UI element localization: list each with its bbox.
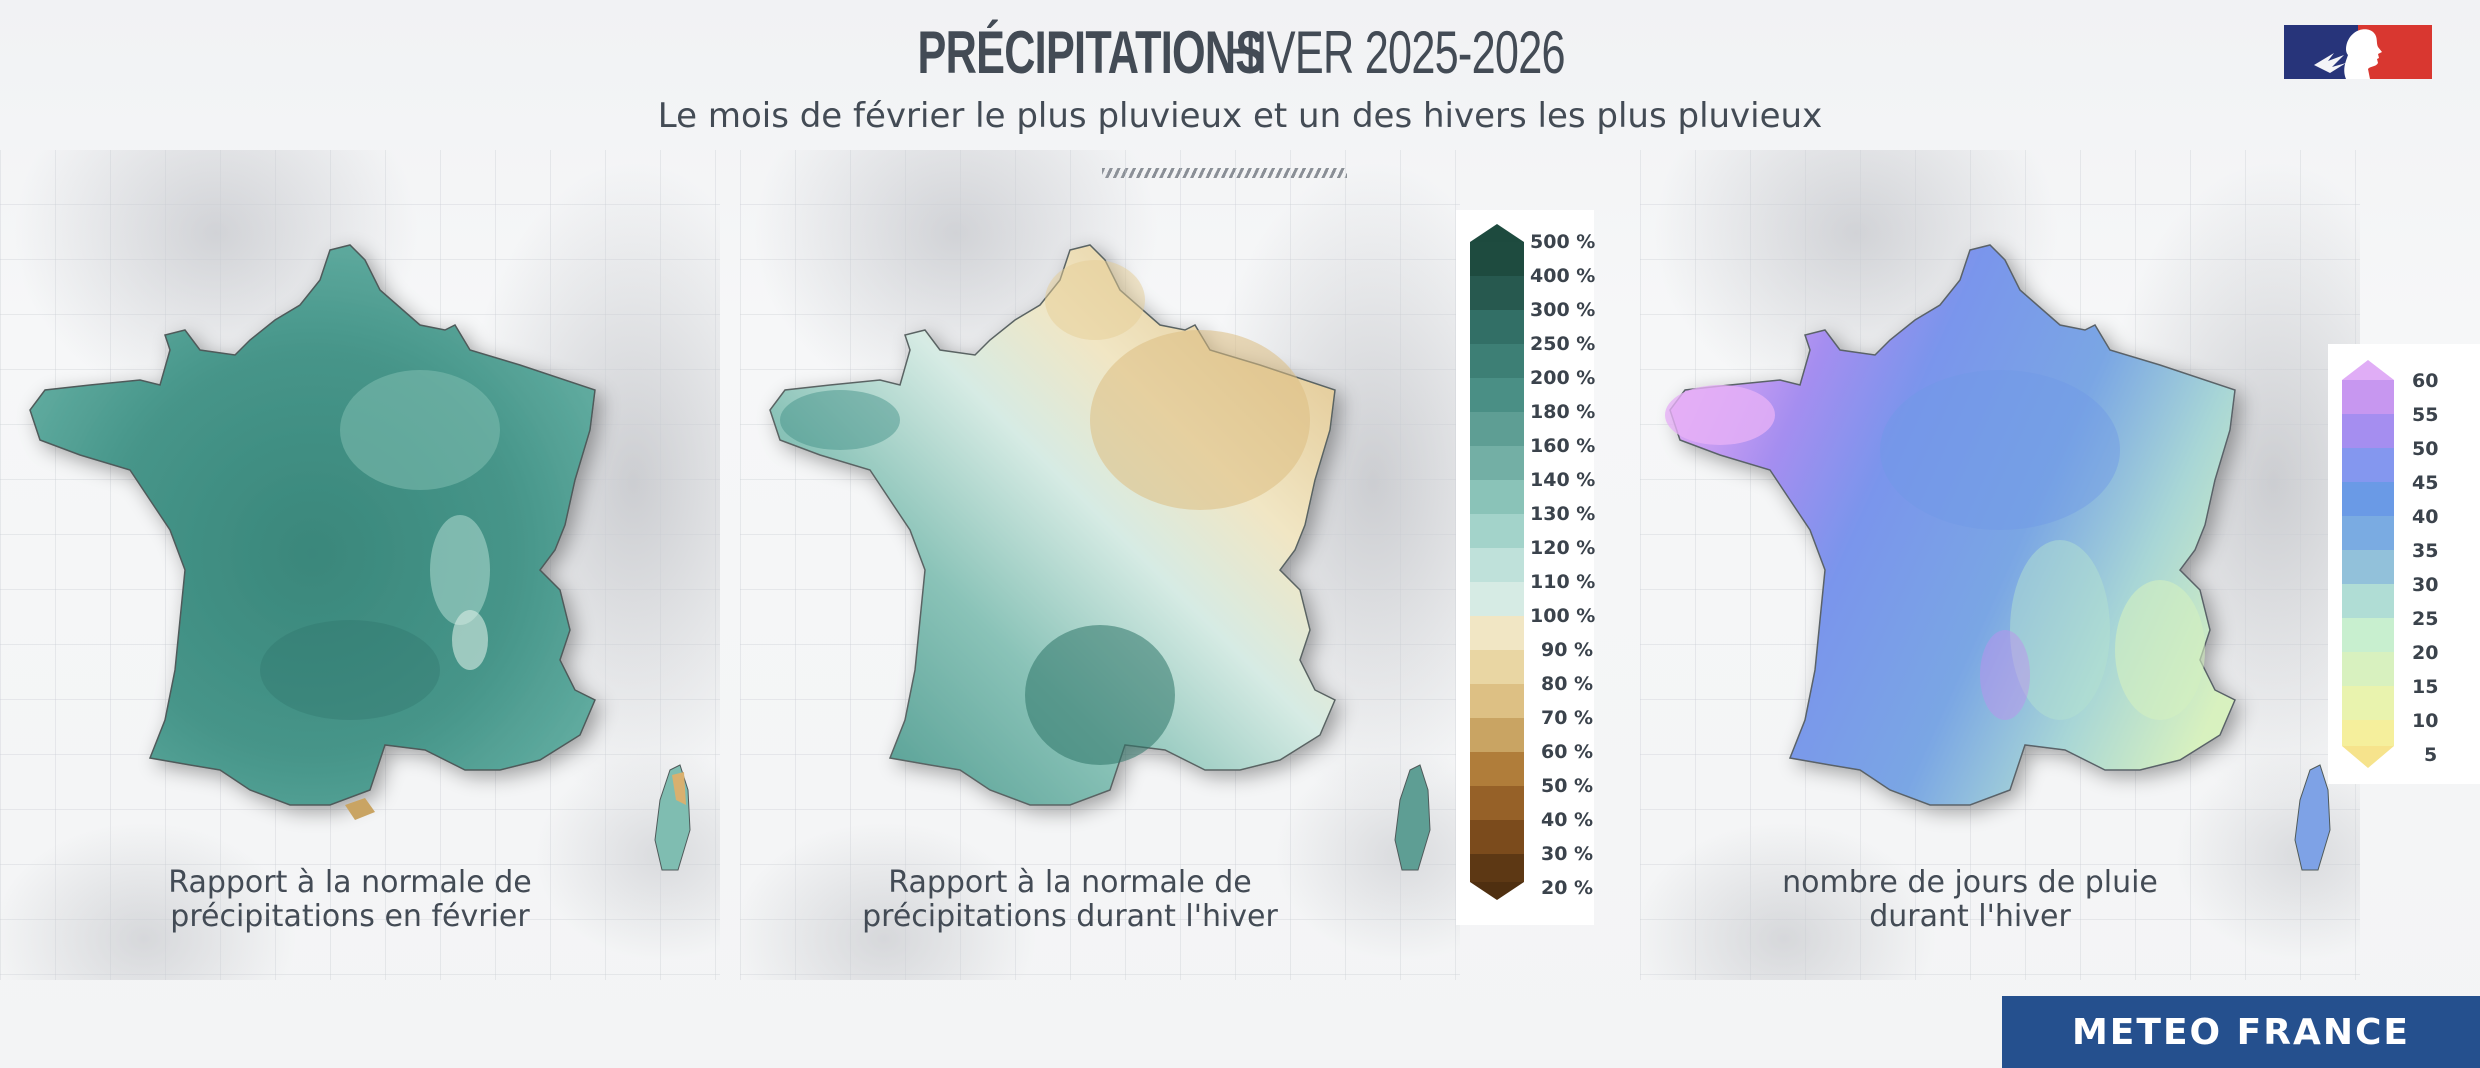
ratio-tick-110: 110 %: [1530, 571, 1596, 593]
map-february-ratio: [0, 150, 720, 980]
ratio-tick-140: 140 %: [1530, 469, 1596, 491]
caption-february: Rapport à la normale de précipitations e…: [168, 865, 532, 934]
ratio-tick-80: 80 %: [1541, 673, 1594, 695]
marianne-logo: [2284, 25, 2432, 79]
ratio-tick-90: 90 %: [1541, 639, 1594, 661]
ratio-tick-200: 200 %: [1530, 367, 1596, 389]
france-map-winter: [769, 244, 1431, 871]
france-map-rain-days: [1665, 244, 2331, 871]
days-tick-25: 25: [2412, 608, 2439, 630]
days-tick-60: 60: [2412, 370, 2439, 392]
ratio-tick-50: 50 %: [1541, 775, 1594, 797]
legend-rain-days: 60 55 50 45 40 35 30 25 20 15 10 5: [2328, 344, 2480, 784]
ratio-tick-100: 100 %: [1530, 605, 1596, 627]
ratio-tick-120: 120 %: [1530, 537, 1596, 559]
ratio-tick-300: 300 %: [1530, 299, 1596, 321]
ratio-tick-130: 130 %: [1530, 503, 1596, 525]
ratio-tick-40: 40 %: [1541, 809, 1594, 831]
rain-days-colorbar: [2342, 360, 2394, 768]
page-title: PRÉCIPITATIONS HIVER 2025-2026: [0, 18, 2480, 88]
legend-precipitation-ratio: 500 % 400 % 300 % 250 % 200 % 180 % 160 …: [1456, 210, 1596, 925]
days-tick-10: 10: [2412, 710, 2439, 732]
map-winter-ratio: [740, 150, 1460, 980]
ratio-colorbar: [1470, 224, 1524, 900]
ratio-tick-70: 70 %: [1541, 707, 1594, 729]
ratio-tick-250: 250 %: [1530, 333, 1596, 355]
page-subtitle: Le mois de février le plus pluvieux et u…: [657, 96, 1823, 136]
caption-rain-days: nombre de jours de pluie durant l'hiver: [1782, 865, 2158, 934]
ratio-tick-180: 180 %: [1530, 401, 1596, 423]
days-tick-15: 15: [2412, 676, 2439, 698]
caption-winter: Rapport à la normale de précipitations d…: [862, 865, 1278, 934]
days-tick-35: 35: [2412, 540, 2439, 562]
days-tick-20: 20: [2412, 642, 2439, 664]
map-winter-rain-days: [1640, 150, 2360, 980]
ratio-tick-400: 400 %: [1530, 265, 1596, 287]
marianne-profile-icon: [2314, 29, 2382, 79]
meteo-france-logo: METEO FRANCE: [2002, 996, 2480, 1068]
ratio-tick-500: 500 %: [1530, 231, 1596, 253]
days-tick-5: 5: [2424, 744, 2438, 766]
title-light: HIVER 2025-2026: [1224, 19, 1566, 86]
days-tick-55: 55: [2412, 404, 2439, 426]
ratio-tick-30: 30 %: [1541, 843, 1594, 865]
france-map-february: [29, 244, 691, 871]
ratio-tick-60: 60 %: [1541, 741, 1594, 763]
days-tick-30: 30: [2412, 574, 2439, 596]
days-tick-50: 50: [2412, 438, 2439, 460]
title-bold: PRÉCIPITATIONS: [917, 19, 1265, 86]
ratio-tick-20: 20 %: [1541, 877, 1594, 899]
days-tick-45: 45: [2412, 472, 2439, 494]
days-tick-40: 40: [2412, 506, 2439, 528]
ratio-tick-160: 160 %: [1530, 435, 1596, 457]
